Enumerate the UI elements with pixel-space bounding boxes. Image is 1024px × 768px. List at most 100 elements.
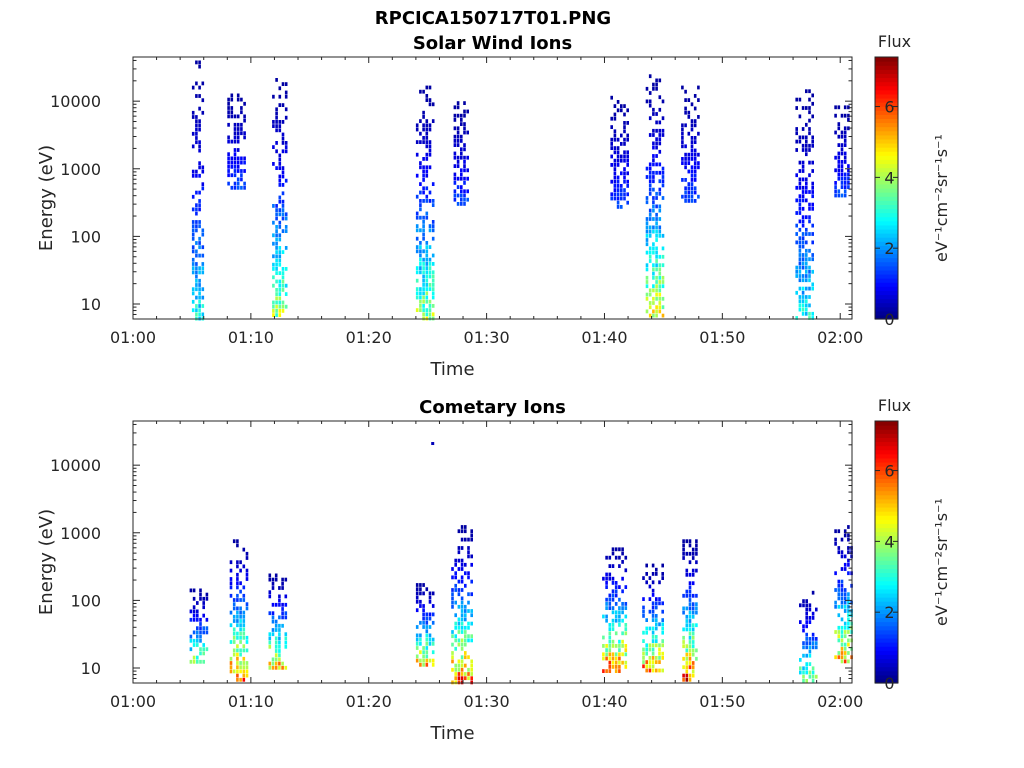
data-bin (195, 94, 198, 98)
data-bin (645, 238, 649, 242)
data-bin (464, 613, 467, 618)
data-bin (621, 606, 624, 610)
data-bin (422, 299, 425, 304)
data-bin (658, 128, 662, 133)
data-bin (281, 611, 284, 616)
data-bin (805, 198, 808, 203)
data-bin (467, 537, 470, 542)
data-bin (453, 143, 457, 147)
data-bin (798, 295, 802, 299)
x-tick-label: 01:10 (228, 692, 274, 711)
data-bin (425, 169, 429, 174)
data-bin (274, 628, 278, 632)
data-bin (801, 232, 805, 236)
data-bin (415, 224, 419, 228)
data-bin (682, 644, 685, 649)
data-bin (428, 274, 432, 279)
data-bin (605, 555, 608, 560)
data-bin (611, 547, 615, 552)
data-bin (199, 638, 202, 643)
data-bin (605, 606, 608, 610)
data-bin (195, 123, 198, 128)
data-bin (460, 155, 463, 160)
data-bin (658, 305, 662, 310)
data-bin (428, 595, 432, 600)
data-bin (681, 178, 684, 182)
data-bin (616, 192, 620, 197)
data-bin (415, 278, 419, 283)
data-bin (428, 262, 432, 266)
data-bin (840, 176, 844, 181)
data-bin (808, 274, 811, 278)
data-bin (236, 606, 239, 611)
data-bin (419, 604, 422, 608)
data-bin (648, 208, 652, 213)
data-bin (189, 647, 193, 652)
data-bin (691, 669, 695, 674)
data-bin (239, 610, 242, 615)
data-bin (840, 604, 844, 609)
data-bin (690, 178, 694, 182)
data-bin (681, 123, 684, 128)
data-bin (837, 588, 841, 592)
data-bin (651, 630, 655, 635)
colorbar-segment (875, 658, 898, 664)
data-bin (843, 181, 847, 185)
colorbar-segment (875, 179, 898, 185)
data-bin (616, 179, 620, 184)
data-bin (802, 641, 805, 645)
data-bin (272, 304, 275, 309)
data-bin (428, 612, 432, 617)
data-bin (605, 585, 608, 589)
colorbar-segment (875, 188, 898, 193)
data-bin (691, 572, 695, 577)
data-bin (463, 189, 466, 194)
data-bin (201, 165, 205, 170)
data-bin (272, 262, 275, 267)
data-bin (457, 529, 461, 534)
data-bin (655, 120, 658, 125)
data-bin (658, 149, 662, 154)
data-bin (652, 288, 655, 293)
data-bin (808, 269, 811, 274)
data-bin (693, 190, 697, 195)
data-bin (802, 645, 805, 650)
data-bin (419, 650, 422, 655)
data-bin (685, 665, 689, 670)
data-bin (655, 284, 658, 289)
data-bin (658, 217, 662, 221)
data-bin (801, 215, 805, 220)
data-bin (191, 85, 195, 90)
data-bin (621, 551, 624, 556)
data-bin (191, 115, 195, 119)
data-bin (805, 299, 808, 304)
colorbar-segment (875, 449, 898, 455)
data-bin (205, 592, 209, 597)
data-bin (415, 270, 419, 275)
data-bin (623, 192, 626, 197)
data-bin (685, 568, 689, 573)
data-bin (239, 623, 242, 628)
data-bin (229, 568, 233, 573)
y-tick-label: 100 (70, 227, 101, 246)
data-bin (685, 677, 689, 682)
data-bin (425, 262, 429, 266)
data-bin (661, 572, 664, 576)
data-bin (470, 554, 473, 559)
data-bin (847, 172, 850, 177)
data-bin (232, 602, 236, 607)
data-bin (808, 311, 811, 316)
colorbar-segment (875, 298, 898, 304)
data-bin (811, 282, 814, 287)
data-bin (840, 550, 844, 555)
data-bin (695, 560, 698, 565)
data-bin (618, 585, 621, 589)
data-bin (232, 539, 236, 544)
data-bin (795, 106, 798, 110)
data-bin (602, 652, 605, 657)
data-bin (648, 664, 652, 669)
y-tick-label: 1000 (60, 524, 101, 543)
colorbar-segment (875, 576, 898, 582)
data-bin (685, 614, 689, 619)
data-bin (422, 283, 425, 287)
